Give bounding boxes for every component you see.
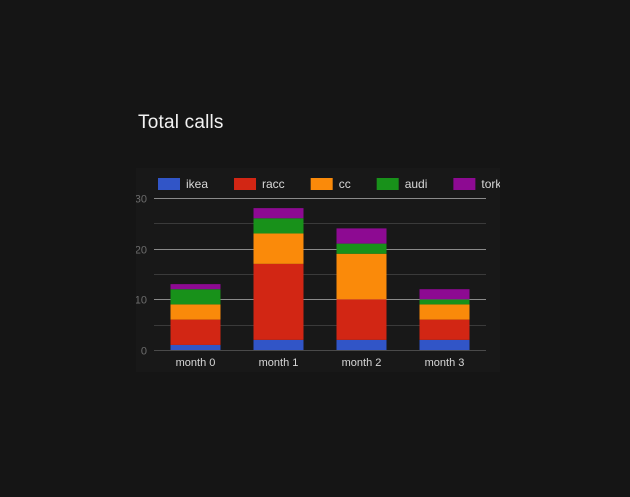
bar-segment-audi[interactable] bbox=[419, 299, 470, 305]
bar-segment-ikea[interactable] bbox=[253, 339, 304, 350]
x-category-label: month 3 bbox=[425, 357, 465, 369]
y-tick-label: 10 bbox=[136, 295, 147, 307]
bar-segment-audi[interactable] bbox=[170, 289, 221, 305]
legend-label: ikea bbox=[186, 177, 208, 191]
legend: ikea racc cc audi tork bbox=[158, 177, 500, 191]
legend-item-tork[interactable]: tork bbox=[453, 177, 500, 191]
bar-segment-racc[interactable] bbox=[336, 299, 387, 340]
legend-item-racc[interactable]: racc bbox=[234, 177, 285, 191]
x-category-label: month 0 bbox=[176, 357, 216, 369]
legend-swatch bbox=[158, 178, 180, 190]
y-tick-label: 0 bbox=[141, 346, 147, 358]
legend-swatch bbox=[234, 178, 257, 190]
chart-title: Total calls bbox=[138, 112, 224, 133]
legend-label: tork bbox=[481, 177, 500, 191]
legend-item-audi[interactable]: audi bbox=[376, 177, 428, 191]
bar-segment-tork[interactable] bbox=[253, 208, 304, 219]
legend-label: cc bbox=[339, 177, 351, 191]
stacked-bar-chart: 0 10 20 30 month 0 month 1 month 2 month 3 ikea… bbox=[136, 177, 500, 370]
bars bbox=[170, 208, 470, 350]
bar-segment-racc[interactable] bbox=[170, 319, 221, 345]
axis-labels: 0 10 20 30 month 0 month 1 month 2 month 3 bbox=[136, 194, 464, 370]
bar-segment-cc[interactable] bbox=[170, 304, 221, 320]
bar-segment-ikea[interactable] bbox=[170, 344, 221, 350]
y-tick-label: 30 bbox=[136, 194, 147, 206]
y-tick-label: 20 bbox=[136, 245, 147, 257]
bar-segment-racc[interactable] bbox=[253, 263, 304, 340]
legend-item-cc[interactable]: cc bbox=[310, 177, 351, 191]
legend-swatch bbox=[310, 178, 333, 190]
bar-segment-audi[interactable] bbox=[253, 218, 304, 234]
bar-segment-racc[interactable] bbox=[419, 319, 470, 340]
legend-swatch bbox=[376, 178, 399, 190]
legend-swatch bbox=[453, 178, 476, 190]
x-category-label: month 1 bbox=[259, 357, 299, 369]
bar-segment-tork[interactable] bbox=[336, 228, 387, 244]
legend-label: racc bbox=[262, 177, 285, 191]
chart-panel: 0 10 20 30 month 0 month 1 month 2 month 3 ikea… bbox=[136, 168, 500, 372]
bar-segment-tork[interactable] bbox=[419, 289, 470, 300]
bar-segment-ikea[interactable] bbox=[419, 339, 470, 350]
x-category-label: month 2 bbox=[342, 357, 382, 369]
bar-segment-tork[interactable] bbox=[170, 284, 221, 290]
bar-segment-ikea[interactable] bbox=[336, 339, 387, 350]
legend-label: audi bbox=[405, 177, 428, 191]
bar-segment-cc[interactable] bbox=[253, 233, 304, 264]
bar-segment-cc[interactable] bbox=[419, 304, 470, 320]
bar-segment-audi[interactable] bbox=[336, 243, 387, 254]
legend-item-ikea[interactable]: ikea bbox=[158, 177, 208, 191]
bar-segment-cc[interactable] bbox=[336, 253, 387, 300]
